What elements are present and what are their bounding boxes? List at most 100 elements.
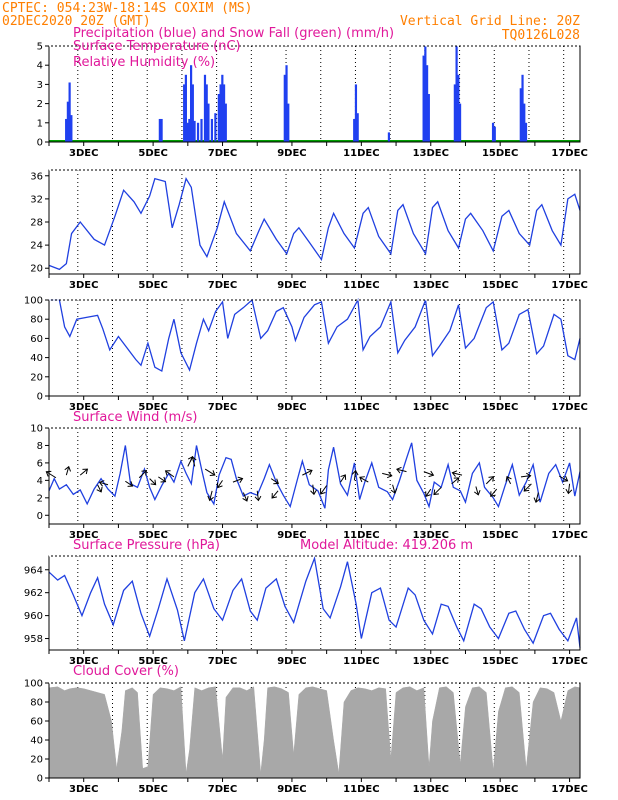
wind-arrow bbox=[254, 490, 262, 502]
precip-bar bbox=[210, 118, 214, 142]
wind-arrow bbox=[271, 490, 279, 499]
precip-bar bbox=[457, 74, 460, 142]
wind-arrow bbox=[189, 455, 197, 467]
wind-arrow bbox=[382, 471, 393, 479]
precip-x-tick-label: 15DEC bbox=[482, 148, 518, 159]
cloud-x-tick-label: 13DEC bbox=[413, 784, 449, 795]
precip-y-tick-label: 0 bbox=[37, 138, 43, 149]
pressure-y-tick-label: 964 bbox=[24, 565, 43, 576]
wind-arrow bbox=[79, 468, 89, 476]
temp-x-tick-label: 9DEC bbox=[277, 280, 306, 291]
wind-arrow bbox=[64, 465, 72, 476]
pressure-x-tick-label: 13DEC bbox=[413, 656, 449, 667]
precip-bar bbox=[387, 132, 391, 142]
wind-arrow bbox=[270, 478, 280, 485]
wind-y-tick-label: 0 bbox=[37, 511, 43, 522]
pressure-x-tick-label: 17DEC bbox=[551, 656, 587, 667]
wind-arrow bbox=[302, 468, 313, 476]
wind-y-tick-label: 4 bbox=[37, 476, 43, 487]
wind-frame bbox=[48, 427, 581, 525]
cloud-title: Cloud Cover (%) bbox=[73, 664, 179, 679]
precip-bar bbox=[356, 113, 359, 142]
precip-bar bbox=[422, 55, 425, 142]
rh-y-tick-label: 0 bbox=[37, 392, 43, 403]
temp-x-tick-label: 11DEC bbox=[343, 280, 379, 291]
temp-y-tick-label: 20 bbox=[30, 264, 43, 275]
rh-x-tick-label: 5DEC bbox=[138, 402, 167, 413]
precip-bar bbox=[207, 103, 210, 142]
wind-x-tick-label: 17DEC bbox=[551, 530, 587, 541]
temp-x-tick-label: 13DEC bbox=[413, 280, 449, 291]
cloud-x-tick-label: 5DEC bbox=[138, 784, 167, 795]
precip-bar bbox=[453, 84, 456, 142]
precip-bar bbox=[203, 74, 207, 142]
temp-y-tick-label: 32 bbox=[30, 194, 43, 205]
wind-arrow bbox=[423, 470, 435, 478]
pressure-x-tick-label: 7DEC bbox=[208, 656, 237, 667]
precip-bar bbox=[65, 118, 68, 142]
model-altitude-label: Model Altitude: 419.206 m bbox=[300, 538, 473, 553]
precip-title: Precipitation (blue) and Snow Fall (gree… bbox=[73, 26, 394, 41]
cloud-y-tick-label: 20 bbox=[30, 755, 43, 766]
cloud-cover-area bbox=[48, 686, 581, 779]
rh-x-tick-label: 13DEC bbox=[413, 402, 449, 413]
pressure-y-tick-label: 962 bbox=[24, 588, 43, 599]
wind-arrow bbox=[490, 488, 498, 497]
precip-bar bbox=[493, 126, 496, 142]
wind-arrow bbox=[164, 470, 175, 478]
temp-y-tick-label: 24 bbox=[30, 241, 43, 252]
rh-x-tick-label: 7DEC bbox=[208, 402, 237, 413]
cloud-y-tick-label: 40 bbox=[30, 736, 43, 747]
temp-x-tick-label: 5DEC bbox=[138, 280, 167, 291]
wind-arrow bbox=[359, 476, 369, 483]
pressure-title: Surface Pressure (hPa) bbox=[73, 538, 220, 553]
cloud-y-tick-label: 60 bbox=[30, 717, 43, 728]
wind-arrow bbox=[485, 476, 495, 485]
wind-arrow bbox=[451, 470, 463, 477]
wind-arrow bbox=[98, 480, 109, 487]
precip-bar bbox=[200, 118, 203, 142]
wind-arrow bbox=[520, 472, 532, 480]
precip-bar bbox=[66, 101, 69, 142]
wind-x-tick-label: 7DEC bbox=[208, 530, 237, 541]
wind-arrow bbox=[242, 492, 249, 502]
precip-y-tick-label: 1 bbox=[37, 118, 43, 129]
wind-y-tick-label: 6 bbox=[37, 458, 43, 469]
rh-y-tick-label: 80 bbox=[30, 315, 43, 326]
wind-arrow bbox=[451, 477, 460, 485]
precip-bar bbox=[425, 65, 429, 142]
pressure-panel: Surface Pressure (hPa) Model Altitude: 41… bbox=[24, 538, 588, 667]
precip-bar bbox=[458, 103, 462, 142]
wind-arrow bbox=[149, 478, 157, 486]
precip-x-tick-label: 3DEC bbox=[69, 148, 98, 159]
precip-bar bbox=[222, 84, 226, 142]
precip-bar bbox=[283, 74, 286, 142]
precip-x-tick-label: 5DEC bbox=[138, 148, 167, 159]
precip-bar bbox=[285, 65, 288, 142]
temp-x-tick-label: 17DEC bbox=[551, 280, 587, 291]
cloud-x-tick-label: 15DEC bbox=[482, 784, 518, 795]
wind-arrow bbox=[340, 474, 347, 483]
wind-arrow bbox=[433, 486, 442, 496]
cloud-x-tick-label: 9DEC bbox=[277, 784, 306, 795]
wind-arrow bbox=[216, 480, 223, 489]
wind-arrow bbox=[45, 470, 57, 479]
precip-x-tick-label: 13DEC bbox=[413, 148, 449, 159]
wind-x-tick-label: 9DEC bbox=[277, 530, 306, 541]
rh-frame bbox=[48, 299, 581, 397]
pressure-x-tick-label: 3DEC bbox=[69, 656, 98, 667]
precip-x-tick-label: 7DEC bbox=[208, 148, 237, 159]
precip-bar bbox=[184, 74, 187, 142]
wind-arrow bbox=[558, 475, 569, 482]
wind-title: Surface Wind (m/s) bbox=[73, 410, 197, 425]
cloud-x-tick-label: 17DEC bbox=[551, 784, 587, 795]
precip-bar bbox=[214, 113, 217, 142]
precip-bar bbox=[191, 84, 194, 142]
station-header: CPTEC: 054:23W-18:14S COXIM (MS) bbox=[2, 1, 252, 16]
temp-y-tick-label: 36 bbox=[30, 171, 43, 182]
cloud-y-tick-label: 80 bbox=[30, 698, 43, 709]
precip-y-tick-label: 4 bbox=[37, 61, 43, 72]
